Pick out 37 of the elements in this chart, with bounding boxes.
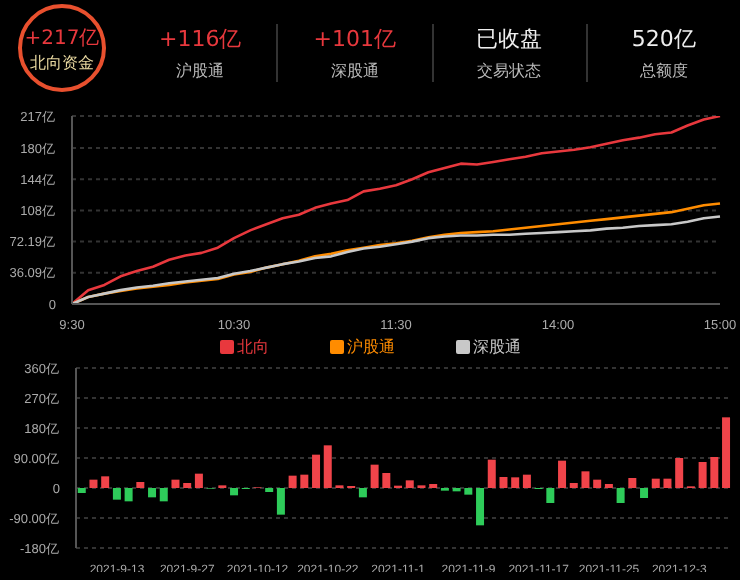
- text: +116亿: [157, 23, 244, 53]
- text: +217亿: [22, 26, 102, 52]
- bar: [558, 460, 567, 488]
- bar: [136, 482, 145, 488]
- bar: [358, 488, 367, 498]
- text: 交易状态: [475, 59, 544, 81]
- bar: [628, 478, 637, 488]
- bar: [159, 488, 168, 502]
- bar: [148, 488, 157, 498]
- text: +101亿: [311, 23, 398, 53]
- bar: [722, 417, 731, 488]
- bar: [522, 474, 531, 488]
- legend-label: 北向: [235, 335, 269, 357]
- bar: [312, 454, 321, 488]
- bar: [616, 488, 625, 503]
- bar: [124, 488, 133, 502]
- text: 深股通: [328, 59, 381, 81]
- bar: [194, 473, 203, 488]
- bar: [476, 488, 485, 526]
- bar: [171, 479, 180, 488]
- bar: [101, 476, 110, 488]
- legend-label: 深股通: [471, 335, 521, 357]
- text: 北向资金: [28, 52, 96, 74]
- text: 520亿: [629, 23, 698, 53]
- text: 沪股通: [174, 59, 227, 81]
- bar: [675, 458, 684, 488]
- legend-label: 沪股通: [345, 335, 395, 357]
- text: 已收盘: [474, 23, 545, 53]
- line-series: [70, 116, 722, 304]
- bar: [230, 488, 239, 496]
- bar: [112, 488, 121, 500]
- text: 总额度: [637, 59, 690, 81]
- bar: [89, 479, 98, 488]
- bar: [640, 488, 649, 498]
- bar: [276, 488, 285, 515]
- bar: [511, 477, 520, 488]
- bar: [593, 479, 602, 488]
